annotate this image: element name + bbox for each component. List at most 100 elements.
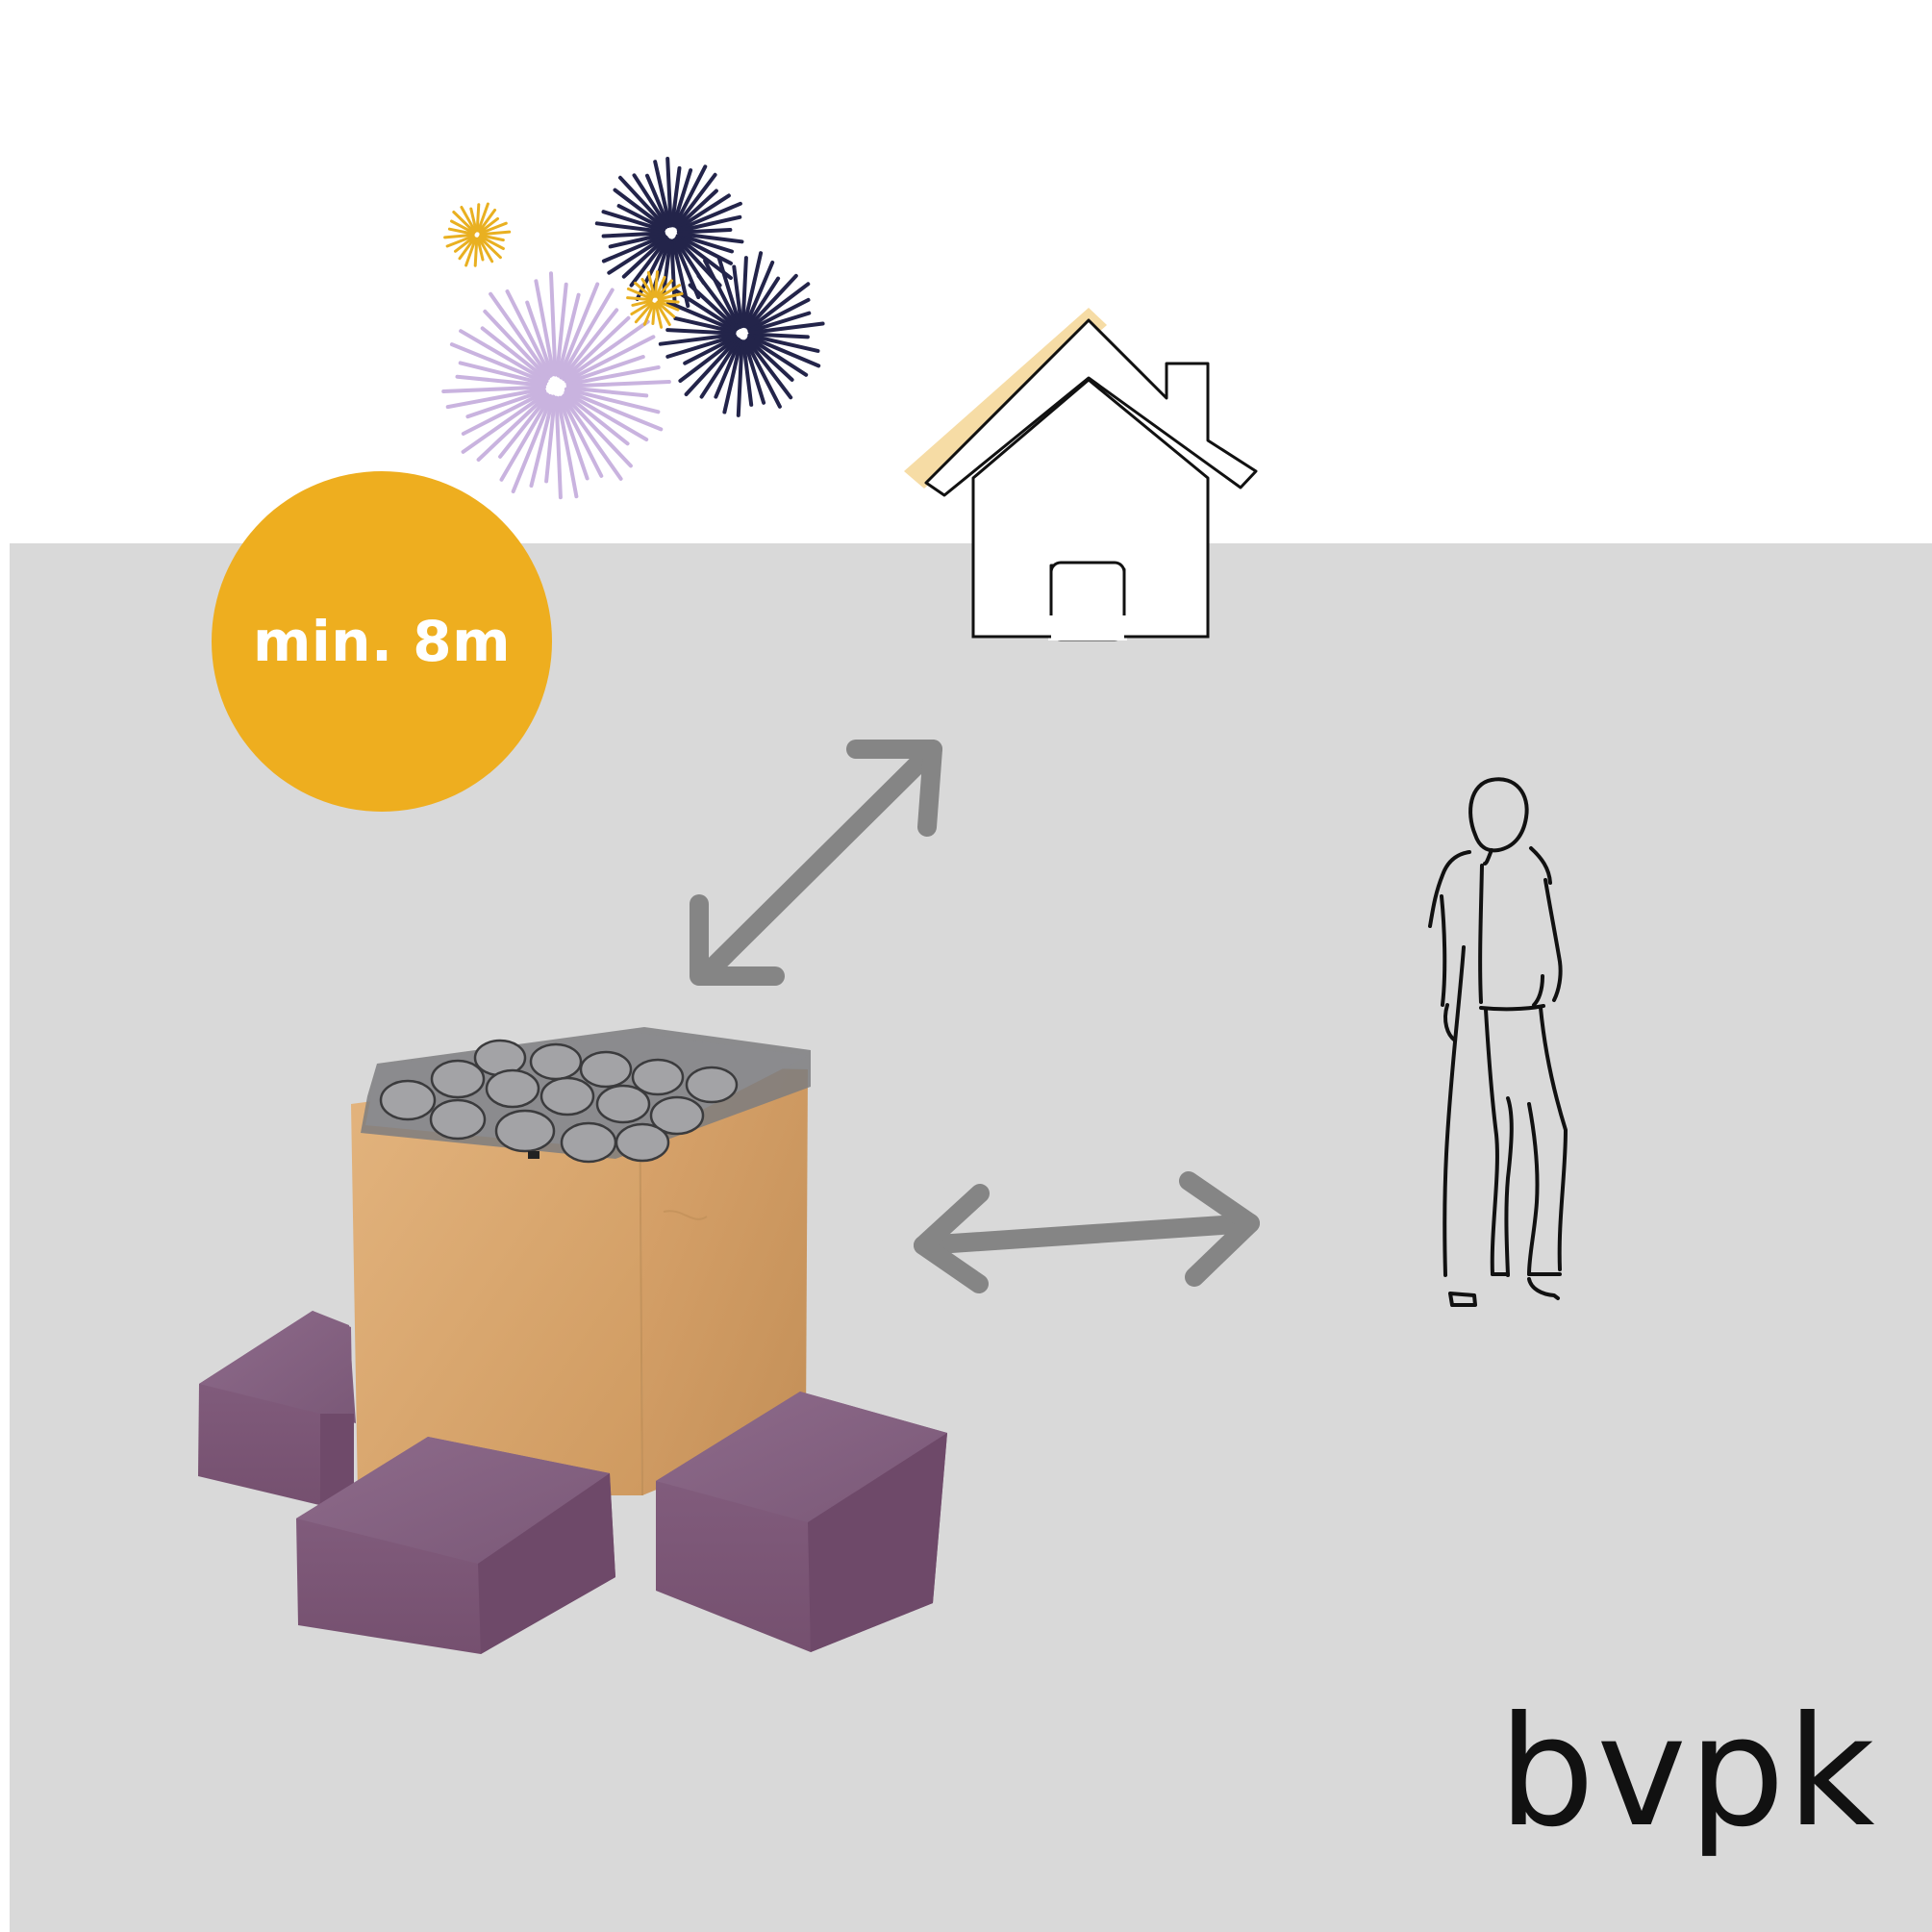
firework-spark bbox=[714, 339, 741, 399]
firework-spark bbox=[632, 173, 669, 228]
firework-spark bbox=[676, 193, 731, 231]
firework-spark bbox=[657, 298, 680, 304]
firework-spark bbox=[608, 233, 665, 249]
firework-spark bbox=[477, 202, 489, 233]
firework-spark bbox=[665, 300, 737, 333]
firework-spark bbox=[626, 296, 652, 302]
firework-spark bbox=[657, 284, 681, 300]
firework-spark bbox=[699, 338, 741, 399]
firework-spark bbox=[445, 235, 475, 248]
firework-spark bbox=[469, 207, 478, 233]
firework-spark bbox=[452, 211, 476, 234]
firework-spark bbox=[594, 221, 665, 234]
firework-spark bbox=[478, 216, 499, 234]
firework-spark bbox=[556, 292, 581, 378]
firework-spark bbox=[673, 316, 737, 335]
firework-spark bbox=[670, 165, 682, 226]
firework-spark bbox=[742, 339, 766, 405]
firework-spark bbox=[476, 237, 485, 262]
firework-spark bbox=[716, 255, 742, 329]
firework-spark bbox=[511, 396, 553, 493]
stone-block-icon bbox=[296, 1437, 615, 1654]
firework-spark bbox=[475, 203, 481, 233]
firework-spark bbox=[656, 279, 673, 299]
firework-spark bbox=[616, 204, 666, 232]
firework-spark bbox=[743, 261, 775, 329]
firework-spark bbox=[629, 238, 668, 288]
firework-spark bbox=[461, 389, 547, 436]
firework-spark bbox=[558, 395, 590, 481]
stone-block-icon bbox=[198, 1311, 356, 1505]
firework-spark bbox=[458, 361, 547, 387]
firework-spark bbox=[478, 236, 502, 260]
firework-spark bbox=[675, 234, 733, 265]
firework-spark bbox=[565, 319, 650, 382]
firework-spark bbox=[455, 374, 545, 388]
firework-spark bbox=[676, 201, 742, 232]
firework-spark bbox=[564, 390, 649, 441]
firework-spark bbox=[613, 188, 666, 230]
house-icon bbox=[904, 308, 1258, 641]
stone-block-icon bbox=[656, 1392, 947, 1652]
firework-spark bbox=[607, 236, 666, 275]
firework-spark bbox=[744, 276, 781, 329]
firework-spark bbox=[534, 279, 556, 377]
firework-spark bbox=[658, 333, 737, 346]
firework-spark bbox=[746, 338, 794, 382]
firework-spark bbox=[441, 385, 546, 393]
firework-spark bbox=[651, 303, 657, 325]
firework-spark bbox=[657, 300, 680, 312]
firework-spark bbox=[677, 233, 734, 254]
firework-spark bbox=[747, 333, 820, 353]
firework-spark bbox=[561, 394, 623, 481]
firework-spark bbox=[443, 233, 475, 239]
firework-spark bbox=[454, 236, 476, 253]
firework-spark bbox=[703, 259, 740, 328]
firework-spark bbox=[745, 338, 793, 400]
firework-spark bbox=[646, 270, 656, 297]
firework-spark bbox=[665, 334, 738, 359]
firework-spark bbox=[748, 335, 821, 368]
firework-spark bbox=[505, 289, 553, 378]
firework-spark bbox=[525, 300, 554, 377]
firework-spark bbox=[746, 336, 809, 377]
firework-spark bbox=[655, 275, 666, 298]
firework-spark bbox=[748, 297, 811, 332]
firework-spark bbox=[631, 299, 653, 307]
firework-spark bbox=[683, 336, 737, 365]
firework-spark bbox=[461, 391, 548, 454]
firework-spark bbox=[566, 386, 649, 398]
firework-spark bbox=[479, 230, 512, 237]
firework-spark bbox=[662, 238, 672, 295]
firework-spark bbox=[749, 321, 825, 335]
firework-spark bbox=[565, 355, 645, 385]
firework-spark bbox=[459, 329, 549, 384]
firework-spark bbox=[676, 228, 733, 235]
firework-spark bbox=[673, 164, 708, 227]
firework-spark bbox=[458, 237, 476, 261]
firework-spark bbox=[499, 393, 553, 482]
firework-spark bbox=[554, 395, 563, 500]
firework-spark bbox=[678, 336, 739, 383]
firework-battery-icon bbox=[351, 1027, 811, 1496]
firework-spark bbox=[653, 270, 659, 298]
firework-spark bbox=[671, 287, 739, 332]
firework-spark bbox=[747, 311, 812, 334]
firework-spark bbox=[749, 332, 810, 339]
firework-spark bbox=[465, 389, 546, 419]
firework-spark bbox=[564, 392, 630, 446]
firework-spark bbox=[450, 219, 476, 235]
firework-spark bbox=[742, 251, 764, 328]
double-arrow-icon bbox=[914, 1171, 1260, 1293]
firework-spark bbox=[559, 288, 615, 380]
firework-spark bbox=[480, 326, 548, 381]
brand-logo: bvpk bbox=[1498, 1684, 1877, 1861]
firework-spark bbox=[564, 335, 656, 384]
firework-spark bbox=[477, 237, 494, 263]
firework-spark bbox=[479, 221, 508, 235]
firework-spark bbox=[565, 380, 671, 389]
firework-spark bbox=[565, 365, 661, 387]
firework-spark bbox=[447, 227, 474, 236]
firework-spark bbox=[449, 342, 546, 384]
